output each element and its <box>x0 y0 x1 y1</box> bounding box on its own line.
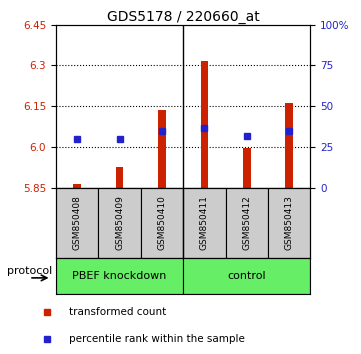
Bar <box>201 62 208 188</box>
Bar <box>226 188 268 258</box>
Bar <box>56 188 98 258</box>
Text: GSM850411: GSM850411 <box>200 195 209 251</box>
Bar <box>183 188 226 258</box>
Text: percentile rank within the sample: percentile rank within the sample <box>69 334 244 344</box>
Text: GSM850412: GSM850412 <box>242 196 251 250</box>
Bar <box>141 188 183 258</box>
Text: GSM850409: GSM850409 <box>115 195 124 251</box>
Text: GSM850410: GSM850410 <box>157 195 166 251</box>
Bar <box>268 188 310 258</box>
Text: GSM850413: GSM850413 <box>285 195 294 251</box>
Bar <box>243 148 251 188</box>
Bar <box>158 110 166 188</box>
Text: protocol: protocol <box>7 266 52 276</box>
Text: transformed count: transformed count <box>69 307 166 317</box>
Bar <box>286 103 293 188</box>
Text: PBEF knockdown: PBEF knockdown <box>73 271 167 281</box>
Text: control: control <box>227 271 266 281</box>
Bar <box>56 258 183 294</box>
Text: GSM850408: GSM850408 <box>73 195 82 251</box>
Bar <box>98 188 141 258</box>
Title: GDS5178 / 220660_at: GDS5178 / 220660_at <box>107 10 260 24</box>
Bar <box>116 167 123 188</box>
Bar <box>73 184 81 188</box>
Bar <box>183 258 310 294</box>
